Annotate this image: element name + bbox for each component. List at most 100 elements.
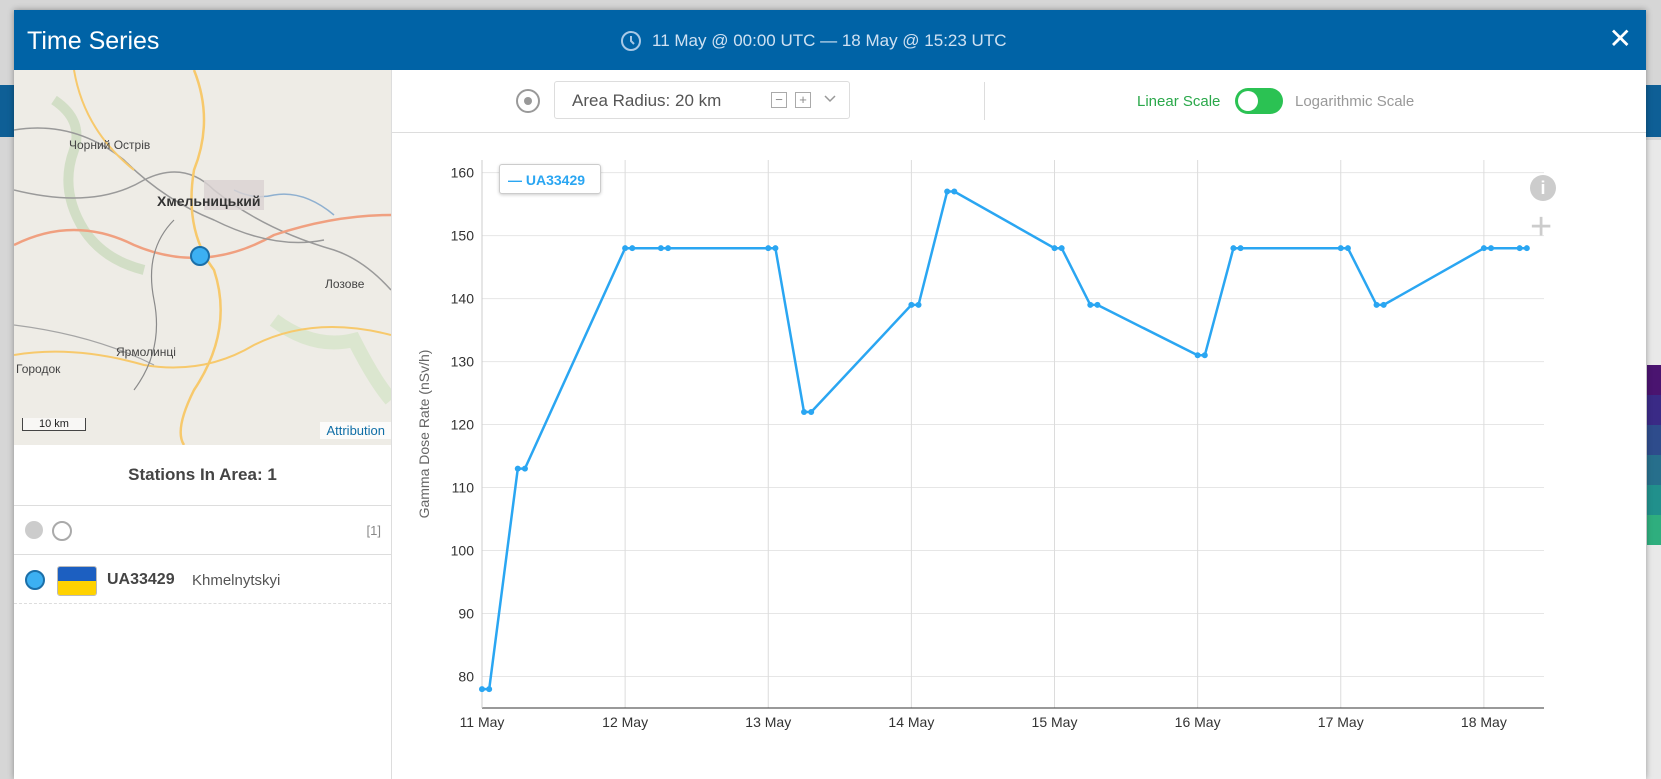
y-tick-label: 120 (451, 417, 475, 433)
y-tick-label: 90 (458, 606, 474, 622)
station-panel: Чорний Острів Хмельницький Лозове Ярмоли… (14, 70, 392, 779)
y-tick-label: 80 (458, 669, 474, 685)
x-tick-label: 15 May (1032, 714, 1078, 730)
data-point (479, 686, 485, 693)
dialog-title: Time Series (27, 27, 160, 55)
map-label: Чорний Острів (69, 138, 151, 152)
x-tick-label: 14 May (888, 714, 934, 730)
color-swatch (1647, 365, 1661, 395)
x-tick-label: 18 May (1461, 714, 1507, 730)
map-label: Лозове (325, 277, 365, 291)
y-tick-label: 110 (452, 480, 475, 496)
station-count: [1] (366, 523, 381, 538)
station-map-marker[interactable] (190, 246, 210, 266)
data-point (1380, 301, 1387, 308)
data-point (801, 408, 808, 415)
data-point (665, 245, 672, 252)
plus-icon[interactable]: + (1530, 206, 1553, 248)
data-point (1094, 301, 1101, 308)
x-tick-label: 13 May (745, 714, 791, 730)
data-point (1051, 245, 1058, 252)
data-point (1087, 301, 1094, 308)
data-point (915, 301, 922, 308)
data-point (1523, 245, 1530, 252)
time-range: 11 May @ 00:00 UTC — 18 May @ 15:23 UTC (620, 30, 1007, 52)
list-item[interactable]: UA33429 Khmelnytskyi (14, 555, 391, 604)
dialog-titlebar: Time Series 11 May @ 00:00 UTC — 18 May … (14, 10, 1646, 70)
linear-scale-label[interactable]: Linear Scale (1137, 93, 1221, 110)
map-label: Городок (16, 362, 61, 376)
map-label: Хмельницький (157, 193, 261, 209)
data-point (1488, 245, 1495, 252)
data-point (514, 465, 521, 472)
data-point (657, 245, 664, 252)
dose-rate-chart[interactable]: 80 90 100 110 120 130 140 150 160 11 May 12 May 13 … (392, 133, 1646, 779)
x-tick-label: 11 May (460, 714, 505, 730)
data-point (1516, 245, 1523, 252)
map-label: Ярмолинці (116, 345, 176, 359)
station-color-dot[interactable] (25, 570, 45, 590)
area-radius-select[interactable]: Area Radius: 20 km − + (554, 81, 850, 119)
station-id: UA33429 (107, 571, 175, 588)
area-map[interactable]: Чорний Острів Хмельницький Лозове Ярмоли… (14, 70, 391, 445)
toggle-knob (1238, 91, 1258, 111)
chevron-down-icon[interactable] (823, 87, 837, 111)
data-point (1058, 245, 1065, 252)
y-tick-label: 100 (451, 543, 475, 559)
data-point (1480, 245, 1487, 252)
background-legend-strip (1644, 140, 1661, 779)
log-scale-label[interactable]: Logarithmic Scale (1295, 93, 1415, 110)
select-all-toggle[interactable] (25, 521, 43, 539)
y-tick-label: 140 (451, 291, 475, 307)
x-tick-label: 16 May (1175, 714, 1221, 730)
area-radius-label: Area Radius: 20 km (572, 91, 722, 110)
time-range-text: 11 May @ 00:00 UTC — 18 May @ 15:23 UTC (652, 31, 1007, 50)
data-point (1373, 301, 1380, 308)
color-swatch (1647, 515, 1661, 545)
station-select-row: [1] (14, 506, 391, 555)
data-point (521, 465, 528, 472)
data-point (1201, 352, 1208, 359)
data-point (1344, 245, 1351, 252)
chart-legend[interactable]: — UA33429 (499, 164, 601, 194)
chart-toolbar: Area Radius: 20 km − + Linear Scale Loga… (392, 70, 1646, 133)
radius-plus-button[interactable]: + (795, 92, 811, 108)
data-point (908, 301, 915, 308)
color-swatch (1647, 395, 1661, 425)
data-point (951, 188, 958, 195)
y-tick-label: 150 (451, 228, 475, 244)
map-attribution-link[interactable]: Attribution (320, 422, 391, 439)
color-swatch (1647, 485, 1661, 515)
clock-icon (621, 31, 641, 51)
select-none-toggle[interactable] (52, 521, 72, 541)
color-swatch (1647, 425, 1661, 455)
data-point (622, 245, 629, 252)
data-point (629, 245, 636, 252)
time-series-dialog: Time Series 11 May @ 00:00 UTC — 18 May … (14, 10, 1646, 779)
data-point (765, 245, 772, 252)
color-swatch (1647, 455, 1661, 485)
data-point (808, 408, 815, 415)
x-tick-label: 12 May (602, 714, 648, 730)
toolbar-divider (984, 82, 985, 120)
data-point (1230, 245, 1237, 252)
data-point (1194, 352, 1201, 359)
chart-panel: Area Radius: 20 km − + Linear Scale Loga… (392, 70, 1646, 779)
y-tick-label: 160 (451, 165, 475, 181)
station-name: Khmelnytskyi (192, 572, 281, 589)
close-icon[interactable]: ✕ (1608, 23, 1632, 54)
target-icon[interactable] (516, 89, 540, 113)
map-scale: 10 km (22, 418, 86, 431)
info-icon[interactable]: i (1530, 175, 1556, 201)
y-axis-label: Gamma Dose Rate (nSv/h) (416, 350, 432, 519)
data-point (772, 245, 779, 252)
ukraine-flag-icon (57, 566, 97, 596)
series-line (482, 190, 1527, 691)
scale-toggle[interactable] (1235, 88, 1283, 114)
data-point (1337, 245, 1344, 252)
data-point (1237, 245, 1244, 252)
radius-minus-button[interactable]: − (771, 92, 787, 108)
legend-label: UA33429 (525, 172, 586, 188)
data-point (486, 686, 493, 693)
legend-swatch: — (508, 172, 526, 188)
